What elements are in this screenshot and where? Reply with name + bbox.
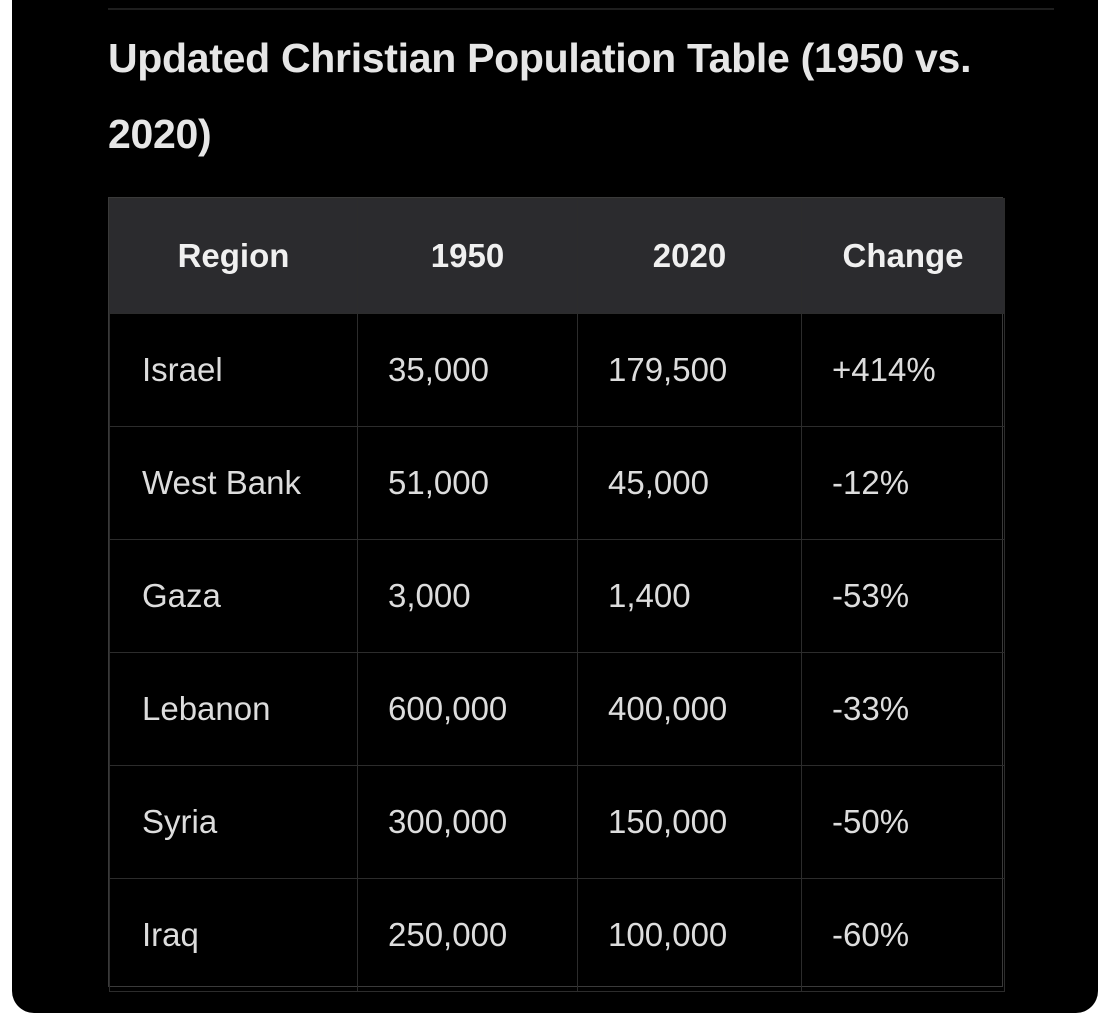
column-header-1950: 1950 [357, 198, 578, 314]
table-header-row: Region 1950 2020 Change [109, 198, 1005, 314]
cell-change: -60% [801, 878, 1005, 992]
post-card: Updated Christian Population Table (1950… [12, 0, 1098, 1013]
table-row: Gaza 3,000 1,400 -53% [109, 539, 1005, 653]
population-table: Region 1950 2020 Change Israel 35,000 17… [109, 198, 1005, 992]
cell-1950: 250,000 [357, 878, 578, 992]
cell-region: Lebanon [109, 652, 358, 766]
cell-1950: 300,000 [357, 765, 578, 879]
cell-1950: 51,000 [357, 426, 578, 540]
cell-2020: 45,000 [577, 426, 802, 540]
cell-2020: 1,400 [577, 539, 802, 653]
table-row: Iraq 250,000 100,000 -60% [109, 878, 1005, 992]
cell-change: -12% [801, 426, 1005, 540]
cell-1950: 600,000 [357, 652, 578, 766]
cell-region: West Bank [109, 426, 358, 540]
divider [108, 8, 1054, 10]
column-header-2020: 2020 [577, 198, 802, 314]
column-header-change: Change [801, 198, 1005, 314]
cell-change: -50% [801, 765, 1005, 879]
population-table-container: Region 1950 2020 Change Israel 35,000 17… [108, 197, 1005, 992]
table-row: Syria 300,000 150,000 -50% [109, 765, 1005, 879]
cell-1950: 35,000 [357, 313, 578, 427]
cell-region: Israel [109, 313, 358, 427]
cell-1950: 3,000 [357, 539, 578, 653]
column-header-region: Region [109, 198, 358, 314]
cell-change: +414% [801, 313, 1005, 427]
table-row: West Bank 51,000 45,000 -12% [109, 426, 1005, 540]
page-title: Updated Christian Population Table (1950… [108, 35, 972, 157]
cell-2020: 400,000 [577, 652, 802, 766]
cell-change: -33% [801, 652, 1005, 766]
table-row: Israel 35,000 179,500 +414% [109, 313, 1005, 427]
cell-2020: 100,000 [577, 878, 802, 992]
cell-region: Syria [109, 765, 358, 879]
table-row: Lebanon 600,000 400,000 -33% [109, 652, 1005, 766]
cell-region: Gaza [109, 539, 358, 653]
cell-change: -53% [801, 539, 1005, 653]
cell-region: Iraq [109, 878, 358, 992]
cell-2020: 179,500 [577, 313, 802, 427]
cell-2020: 150,000 [577, 765, 802, 879]
